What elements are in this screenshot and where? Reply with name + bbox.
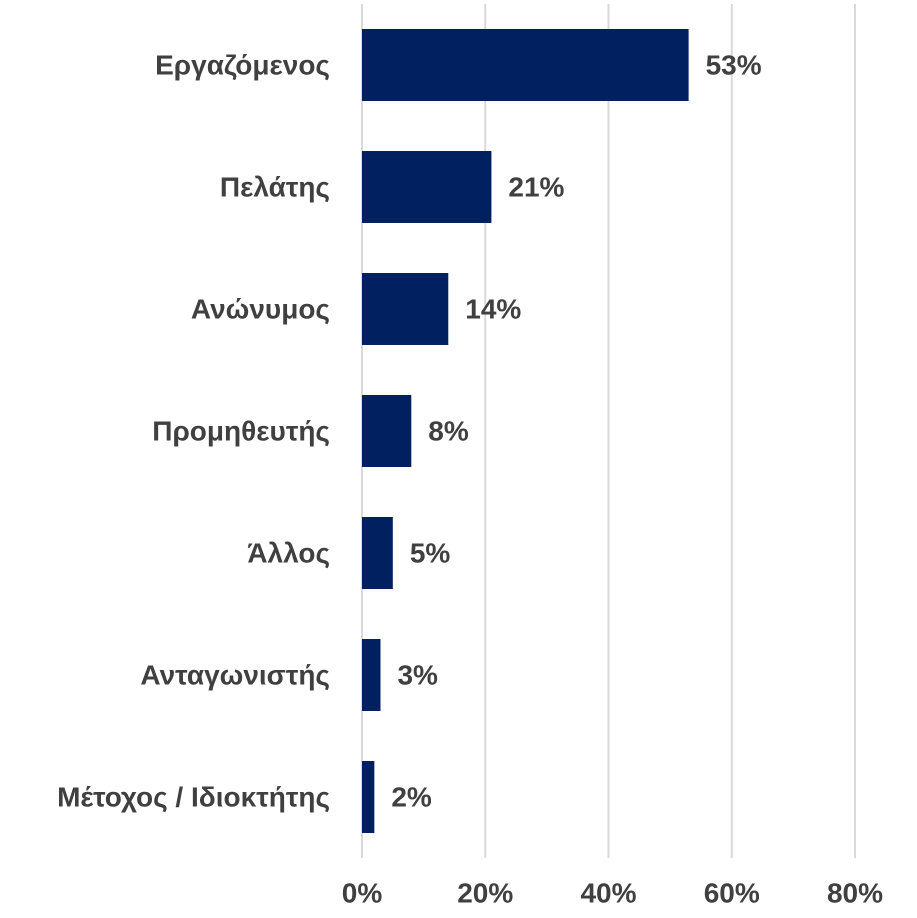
data-label: 21% <box>508 171 564 202</box>
y-tick-label: Πελάτης <box>220 171 330 202</box>
y-tick-label: Εργαζόμενος <box>155 49 330 80</box>
bar <box>362 761 375 833</box>
x-tick-label: 80% <box>827 877 883 908</box>
x-tick-label: 20% <box>457 877 513 908</box>
y-tick-label: Άλλος <box>247 537 330 568</box>
y-tick-label: Ανταγωνιστής <box>140 659 330 690</box>
bar <box>362 273 449 345</box>
y-tick-label: Προμηθευτής <box>152 415 330 446</box>
x-tick-label: 60% <box>704 877 760 908</box>
data-label: 2% <box>391 781 432 812</box>
bar <box>362 395 412 467</box>
bar <box>362 639 381 711</box>
y-tick-label: Ανώνυμος <box>191 293 330 324</box>
data-label: 53% <box>706 49 762 80</box>
data-label: 8% <box>428 415 469 446</box>
x-tick-label: 40% <box>580 877 636 908</box>
bar <box>362 517 393 589</box>
bar <box>362 151 492 223</box>
x-tick-label: 0% <box>342 877 383 908</box>
bar <box>362 29 689 101</box>
data-label: 3% <box>397 659 438 690</box>
y-tick-label: Μέτοχος / Ιδιοκτήτης <box>57 781 330 812</box>
data-label: 14% <box>465 293 521 324</box>
data-label: 5% <box>410 537 451 568</box>
